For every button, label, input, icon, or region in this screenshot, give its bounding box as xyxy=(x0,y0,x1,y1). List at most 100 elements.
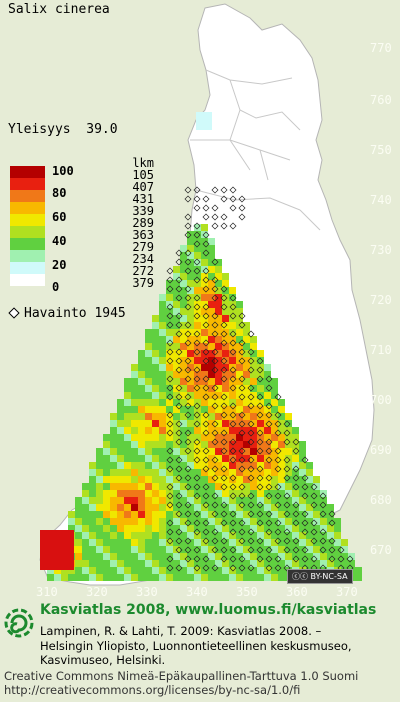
abundance-cell xyxy=(110,462,117,469)
observation-marker xyxy=(256,483,264,491)
license-url[interactable]: http://creativecommons.org/licenses/by-n… xyxy=(4,683,301,697)
observation-marker xyxy=(220,186,228,194)
observation-marker xyxy=(175,294,183,302)
abundance-cell xyxy=(110,560,117,567)
observation-marker xyxy=(220,429,228,437)
abundance-cell xyxy=(278,518,285,525)
abundance-cell xyxy=(124,574,131,581)
abundance-cell xyxy=(229,371,236,378)
abundance-cell xyxy=(159,469,166,476)
abundance-cell xyxy=(250,518,257,525)
abundance-cell xyxy=(138,434,145,441)
observation-marker xyxy=(256,393,264,401)
abundance-cell xyxy=(215,273,222,280)
abundance-cell xyxy=(110,469,117,476)
abundance-cell xyxy=(215,336,222,343)
abundance-cell xyxy=(152,371,159,378)
abundance-cell xyxy=(208,406,215,413)
abundance-cell xyxy=(173,532,180,539)
abundance-cell xyxy=(159,532,166,539)
cc-license-badge[interactable]: ⓒⓒ BY-NC-SA xyxy=(287,569,353,584)
abundance-cell xyxy=(236,413,243,420)
abundance-cell xyxy=(180,336,187,343)
abundance-cell xyxy=(257,462,264,469)
observation-marker xyxy=(292,483,300,491)
abundance-cell xyxy=(201,448,208,455)
abundance-cell xyxy=(180,532,187,539)
abundance-cell xyxy=(138,469,145,476)
abundance-cell xyxy=(180,357,187,364)
abundance-cell xyxy=(257,420,264,427)
brand-link[interactable]: Kasviatlas 2008, www.luomus.fi/kasviatla… xyxy=(40,602,377,618)
abundance-cell xyxy=(222,399,229,406)
observation-marker xyxy=(175,276,183,284)
abundance-cell xyxy=(180,413,187,420)
abundance-cell xyxy=(271,546,278,553)
abundance-cell xyxy=(131,504,138,511)
observation-marker xyxy=(202,528,210,536)
abundance-cell xyxy=(187,504,194,511)
abundance-cell xyxy=(348,553,355,560)
abundance-cell xyxy=(187,413,194,420)
observation-marker xyxy=(193,492,201,500)
abundance-cell xyxy=(180,448,187,455)
observation-marker xyxy=(229,438,237,446)
abundance-cell xyxy=(236,315,243,322)
legend-label: 100 xyxy=(52,164,74,178)
observation-marker xyxy=(211,357,219,365)
abundance-cell xyxy=(180,567,187,574)
abundance-cell xyxy=(215,350,222,357)
abundance-cell xyxy=(250,455,257,462)
observation-marker xyxy=(175,429,183,437)
observation-marker xyxy=(256,519,264,527)
observation-marker xyxy=(193,528,201,536)
observation-marker xyxy=(175,564,183,572)
abundance-cell xyxy=(264,504,271,511)
abundance-cell xyxy=(194,504,201,511)
abundance-cell xyxy=(278,560,285,567)
observation-marker xyxy=(211,501,219,509)
abundance-cell xyxy=(152,490,159,497)
abundance-cell xyxy=(110,420,117,427)
abundance-cell xyxy=(229,413,236,420)
abundance-cell xyxy=(103,511,110,518)
observation-marker xyxy=(229,555,237,563)
abundance-cell xyxy=(215,532,222,539)
abundance-cell xyxy=(208,532,215,539)
abundance-cell xyxy=(138,539,145,546)
abundance-cell xyxy=(82,574,89,581)
abundance-cell xyxy=(264,490,271,497)
observation-marker xyxy=(274,555,282,563)
abundance-cell xyxy=(285,497,292,504)
abundance-cell xyxy=(117,441,124,448)
observation-marker xyxy=(202,267,210,275)
abundance-cell xyxy=(250,462,257,469)
abundance-cell xyxy=(131,546,138,553)
abundance-cell xyxy=(166,525,173,532)
observation-marker xyxy=(193,312,201,320)
observation-marker xyxy=(184,438,192,446)
x-label: 370 xyxy=(336,585,358,599)
abundance-cell xyxy=(187,560,194,567)
abundance-cell xyxy=(166,399,173,406)
abundance-cell xyxy=(187,287,194,294)
abundance-cell xyxy=(215,497,222,504)
observation-marker xyxy=(247,330,255,338)
observation-marker xyxy=(184,483,192,491)
abundance-cell xyxy=(208,560,215,567)
abundance-cell xyxy=(131,427,138,434)
abundance-cell xyxy=(173,364,180,371)
abundance-cell xyxy=(208,329,215,336)
abundance-cell xyxy=(285,413,292,420)
abundance-cell xyxy=(201,406,208,413)
abundance-cell xyxy=(215,329,222,336)
abundance-cell xyxy=(187,245,194,252)
abundance-cell xyxy=(355,567,362,574)
abundance-cell xyxy=(173,560,180,567)
abundance-cell xyxy=(180,553,187,560)
abundance-cell xyxy=(159,329,166,336)
abundance-cell xyxy=(54,574,61,581)
abundance-cell xyxy=(243,385,250,392)
abundance-cell xyxy=(243,343,250,350)
x-label: 330 xyxy=(136,585,158,599)
